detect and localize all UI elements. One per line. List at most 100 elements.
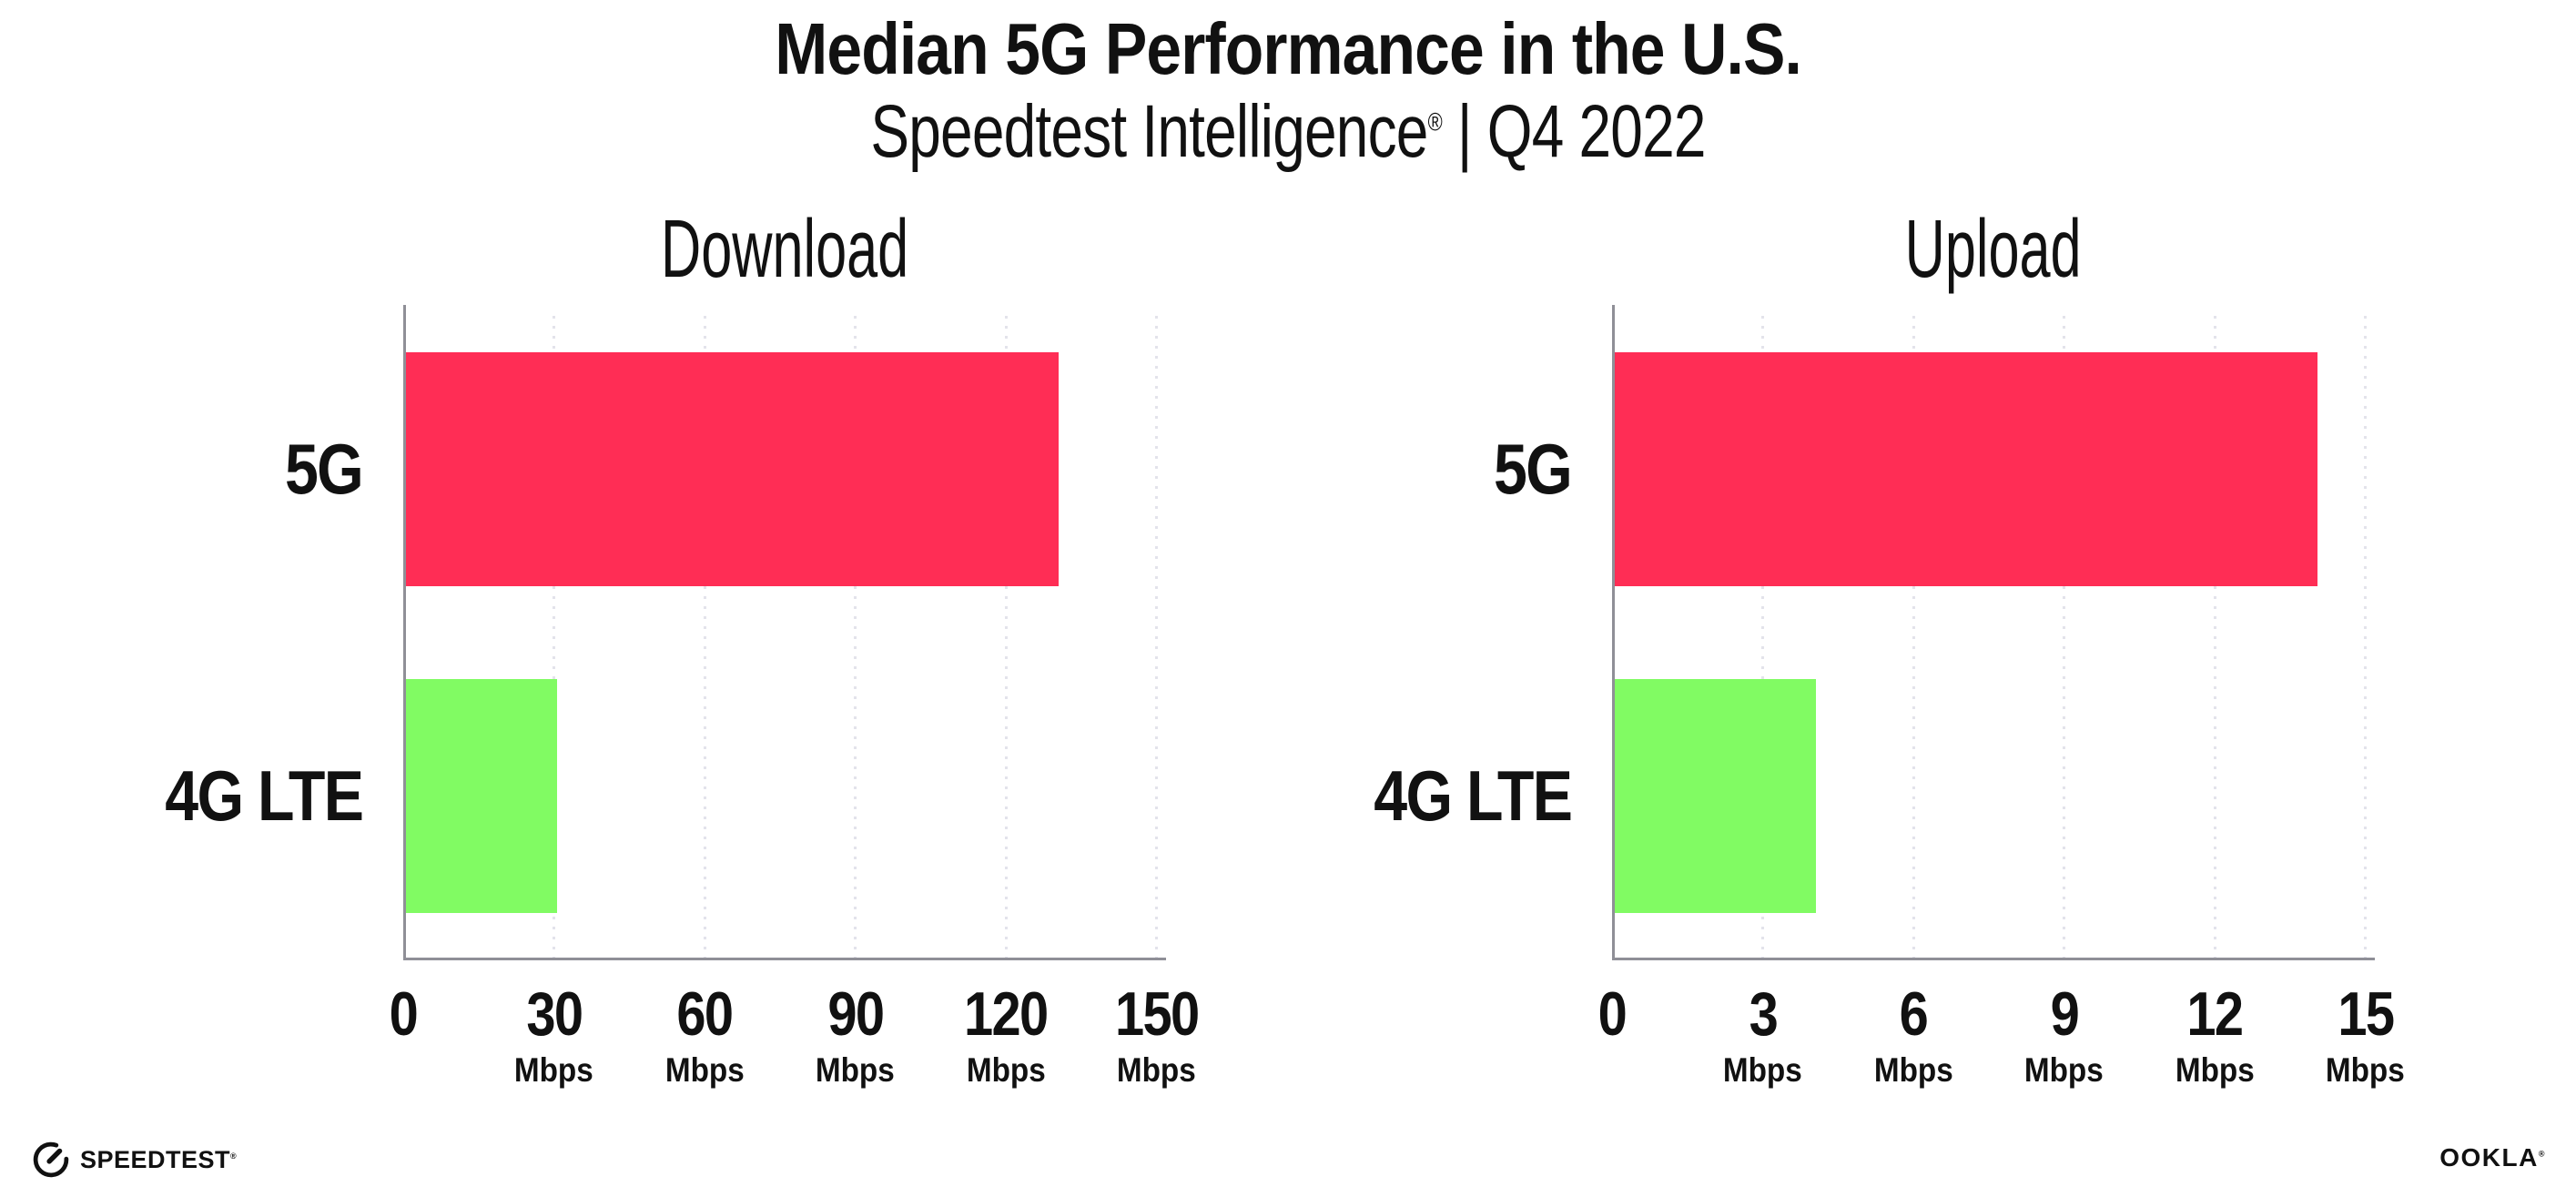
x-axis-tick: 150 Mbps (1075, 983, 1239, 1087)
gridline (2364, 316, 2367, 958)
category-label: 4G LTE (1298, 679, 1573, 913)
tick-unit-text: Mbps (966, 1051, 1046, 1089)
x-axis-tick: 9 Mbps (1983, 983, 2146, 1087)
download-chart: Download 0 30 Mbps 60 Mbps 90 Mbps 120 Mbps 150 Mbp… (165, 204, 1200, 1087)
x-axis-tick: 3 Mbps (1681, 983, 1845, 1087)
tick-unit-label: Mbps (1075, 1053, 1239, 1087)
tick-unit-text: Mbps (1873, 1051, 1953, 1089)
tick-value: 15 (2284, 983, 2448, 1045)
tick-unit-label: Mbps (1983, 1053, 2146, 1087)
tick-unit-label: Mbps (1681, 1053, 1845, 1087)
category-label: 5G (89, 352, 364, 586)
page-subtitle: Speedtest Intelligence® | Q4 2022 (0, 89, 2576, 175)
tick-value-text: 3 (1749, 979, 1778, 1049)
tick-value-text: 12 (2186, 979, 2245, 1049)
tick-value-text: 9 (2050, 979, 2079, 1049)
tick-value-text: 0 (1597, 979, 1628, 1049)
tick-unit-label: Mbps (2133, 1053, 2297, 1087)
tick-value: 30 (472, 983, 636, 1045)
gridline (1004, 316, 1008, 958)
gridline (854, 316, 857, 958)
x-axis-tick: 15 Mbps (2284, 983, 2448, 1087)
gridline (553, 316, 555, 958)
x-axis-tick: 0 (321, 983, 485, 1045)
tick-unit-label: Mbps (623, 1053, 786, 1087)
plot-area (403, 305, 1166, 960)
tick-value: 6 (1831, 983, 1995, 1045)
bar-5g (406, 352, 1060, 586)
tick-unit-text: Mbps (2175, 1051, 2255, 1089)
ookla-logo: OOKLA® (2439, 1143, 2546, 1172)
speedtest-wordmark: SPEEDTEST® (80, 1146, 237, 1174)
tick-unit-text: Mbps (514, 1051, 593, 1089)
tick-unit-text: Mbps (2326, 1051, 2405, 1089)
speedtest-gauge-icon (33, 1141, 69, 1178)
tick-value: 9 (1983, 983, 2146, 1045)
x-axis-tick: 12 Mbps (2133, 983, 2297, 1087)
subtitle-brand: Speedtest Intelligence (870, 90, 1428, 173)
tick-value: 120 (924, 983, 1088, 1045)
tick-value: 0 (1530, 983, 1694, 1045)
tick-value: 60 (623, 983, 786, 1045)
tick-unit-text: Mbps (2024, 1051, 2104, 1089)
tick-value-text: 15 (2338, 979, 2395, 1049)
tick-value-text: 90 (827, 979, 885, 1049)
tick-value-text: 60 (676, 979, 735, 1049)
speedtest-logo: SPEEDTEST® (31, 1140, 237, 1180)
tick-value-text: 6 (1899, 979, 1929, 1049)
tick-unit-text: Mbps (664, 1051, 745, 1089)
gridline (1155, 316, 1158, 958)
tick-value-text: 150 (1114, 979, 1200, 1049)
gridline (1912, 316, 1915, 958)
page-subtitle-text: Speedtest Intelligence® | Q4 2022 (870, 89, 1707, 175)
x-axis-tick: 90 Mbps (774, 983, 938, 1087)
page-title: Median 5G Performance in the U.S. (0, 7, 2576, 91)
subtitle-period: | Q4 2022 (1441, 90, 1707, 173)
tick-unit-label: Mbps (1831, 1053, 1995, 1087)
chart-title: Upload (1612, 203, 2375, 297)
gridline (2213, 316, 2216, 958)
tick-value: 3 (1681, 983, 1845, 1045)
ookla-wordmark-text: OOKLA (2439, 1143, 2539, 1172)
tick-unit-text: Mbps (816, 1051, 895, 1089)
chart-title: Download (403, 203, 1166, 297)
tick-unit-text: Mbps (1723, 1051, 1802, 1089)
tick-value-text: 0 (389, 979, 419, 1049)
chart-title-text: Download (660, 204, 909, 295)
bar-5g (1615, 352, 2318, 586)
category-label-text: 4G LTE (1374, 756, 1573, 836)
category-label: 5G (1298, 352, 1573, 586)
category-label-text: 5G (1493, 429, 1573, 509)
tick-value: 12 (2133, 983, 2297, 1045)
plot-area (1612, 305, 2375, 960)
tick-unit-label: Mbps (924, 1053, 1088, 1087)
gridline (1761, 316, 1764, 958)
x-axis-tick: 6 Mbps (1831, 983, 1995, 1087)
gridline (2063, 316, 2065, 958)
category-label-text: 5G (284, 429, 364, 509)
x-axis-tick: 30 Mbps (472, 983, 636, 1087)
tick-unit-label: Mbps (472, 1053, 636, 1087)
speedtest-registered-mark: ® (230, 1151, 238, 1161)
bar-4g-lte (1615, 679, 1816, 913)
speedtest-wordmark-text: SPEEDTEST (80, 1145, 231, 1173)
upload-chart: Upload 0 3 Mbps 6 Mbps 9 Mbps 12 Mbps 15 Mbps 5G 4G L… (1374, 204, 2405, 1087)
x-axis-tick: 0 (1530, 983, 1694, 1045)
tick-value-text: 120 (964, 979, 1049, 1049)
category-label-text: 4G LTE (165, 756, 364, 836)
ookla-registered-mark: ® (2538, 1149, 2546, 1159)
tick-unit-label: Mbps (774, 1053, 938, 1087)
tick-value: 0 (321, 983, 485, 1045)
registered-trademark-mark: ® (1427, 107, 1443, 137)
tick-unit-text: Mbps (1117, 1051, 1196, 1089)
chart-title-text: Upload (1905, 204, 2082, 295)
gridline (703, 316, 706, 958)
x-axis-tick: 60 Mbps (623, 983, 786, 1087)
page-title-text: Median 5G Performance in the U.S. (775, 8, 1802, 89)
tick-value: 90 (774, 983, 938, 1045)
category-label: 4G LTE (89, 679, 364, 913)
x-axis-tick: 120 Mbps (924, 983, 1088, 1087)
tick-value-text: 30 (526, 979, 583, 1049)
bar-4g-lte (406, 679, 557, 913)
